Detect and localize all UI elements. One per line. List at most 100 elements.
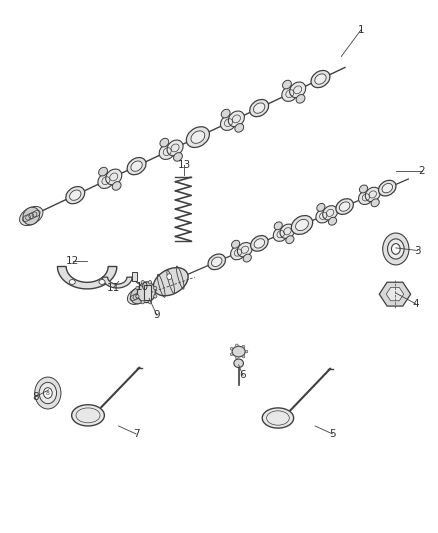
Ellipse shape [66,187,85,204]
Bar [132,272,137,281]
Ellipse shape [69,280,75,285]
Ellipse shape [339,202,350,211]
Ellipse shape [242,355,245,358]
Ellipse shape [382,183,392,193]
Ellipse shape [136,295,139,298]
Ellipse shape [383,233,409,265]
Text: 8: 8 [32,392,39,402]
Ellipse shape [138,282,155,303]
Text: 6: 6 [240,370,246,381]
Ellipse shape [230,353,233,356]
Ellipse shape [296,219,308,231]
Text: 2: 2 [419,166,425,176]
Ellipse shape [112,182,121,190]
Ellipse shape [317,204,325,211]
Ellipse shape [230,348,233,350]
Ellipse shape [378,180,396,196]
Ellipse shape [154,286,157,290]
Ellipse shape [359,190,373,205]
Ellipse shape [70,190,81,200]
Ellipse shape [167,274,172,280]
Text: 5: 5 [329,429,336,439]
Ellipse shape [328,217,337,225]
Ellipse shape [127,158,146,175]
Ellipse shape [242,345,245,348]
Ellipse shape [141,280,144,284]
Polygon shape [386,287,404,301]
Ellipse shape [20,206,43,225]
Ellipse shape [221,109,230,118]
Text: 11: 11 [107,283,120,293]
Polygon shape [379,282,411,306]
Ellipse shape [236,344,238,346]
Ellipse shape [254,103,265,113]
Text: 7: 7 [133,429,139,439]
Ellipse shape [245,350,248,353]
Ellipse shape [371,199,379,207]
Ellipse shape [98,173,114,189]
Ellipse shape [131,161,142,171]
Ellipse shape [173,152,182,161]
Ellipse shape [262,408,293,428]
Ellipse shape [283,80,291,89]
Ellipse shape [232,346,245,357]
Ellipse shape [296,94,305,103]
Ellipse shape [136,286,139,290]
Text: 13: 13 [177,160,191,171]
Ellipse shape [72,405,104,426]
Ellipse shape [148,280,152,284]
Ellipse shape [232,240,240,248]
Ellipse shape [282,86,298,101]
Ellipse shape [254,239,265,248]
Ellipse shape [236,357,238,359]
Ellipse shape [311,70,330,87]
Ellipse shape [280,224,295,238]
Text: 12: 12 [66,256,79,266]
Text: 10: 10 [136,282,149,292]
Text: 8: 8 [46,391,50,395]
Ellipse shape [291,215,313,235]
Ellipse shape [286,236,294,244]
Ellipse shape [208,254,226,270]
Ellipse shape [39,382,57,403]
Ellipse shape [186,127,209,148]
Polygon shape [57,266,117,289]
Ellipse shape [235,124,244,132]
Ellipse shape [231,246,245,260]
Ellipse shape [234,359,244,368]
Ellipse shape [43,387,52,398]
Ellipse shape [274,222,283,230]
Ellipse shape [316,208,331,223]
Ellipse shape [127,287,149,304]
Ellipse shape [106,169,122,185]
Ellipse shape [336,199,353,214]
Ellipse shape [251,236,268,251]
Text: 9: 9 [154,310,160,320]
Bar [144,285,151,300]
Ellipse shape [237,243,252,257]
Ellipse shape [23,207,39,225]
Ellipse shape [388,239,404,259]
Ellipse shape [228,111,244,127]
Ellipse shape [99,280,105,285]
Ellipse shape [360,185,367,193]
Ellipse shape [250,100,268,117]
Ellipse shape [220,115,237,131]
Ellipse shape [243,254,251,262]
Ellipse shape [148,301,152,304]
Ellipse shape [323,206,338,220]
Text: 1: 1 [357,25,364,35]
Ellipse shape [159,144,175,159]
Ellipse shape [365,187,380,201]
Ellipse shape [141,301,144,304]
Polygon shape [102,277,132,288]
Ellipse shape [392,244,400,254]
Ellipse shape [167,140,183,156]
Ellipse shape [131,288,146,304]
Ellipse shape [160,138,169,147]
Ellipse shape [191,131,205,143]
Ellipse shape [273,227,288,241]
Ellipse shape [315,74,326,84]
Text: 4: 4 [412,298,419,309]
Ellipse shape [35,377,61,409]
